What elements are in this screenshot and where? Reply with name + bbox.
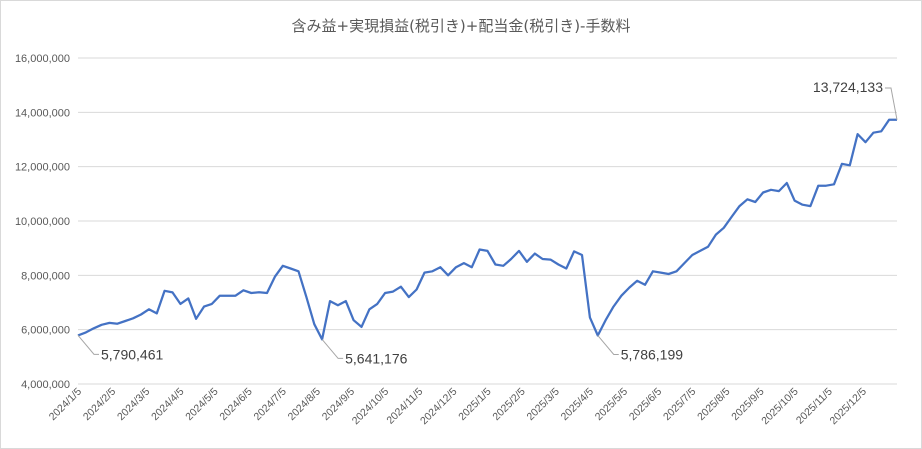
x-tick-label: 2024/10/5	[350, 386, 392, 428]
x-tick-label: 2025/2/5	[490, 386, 527, 423]
series-layer	[77, 118, 897, 341]
x-tick-label: 2024/2/5	[81, 386, 118, 423]
x-axis-ticks: 2024/1/52024/2/52024/3/52024/4/52024/5/5…	[47, 386, 869, 428]
y-tick-label: 14,000,000	[15, 107, 70, 119]
x-tick-label: 2025/12/5	[827, 386, 869, 428]
annotation-label: 13,724,133	[813, 79, 883, 95]
annotation-label: 5,786,199	[621, 346, 683, 362]
x-tick-label: 2025/1/5	[456, 386, 493, 423]
x-tick-label: 2024/3/5	[115, 386, 152, 423]
y-tick-label: 12,000,000	[15, 162, 70, 174]
x-tick-label: 2024/12/5	[418, 386, 460, 428]
x-tick-label: 2025/8/5	[695, 386, 732, 423]
annotation-leader	[321, 339, 344, 359]
series-line	[77, 118, 897, 341]
chart-title: 含み益+実現損益(税引き)+配当金(税引き)-手数料	[292, 17, 631, 35]
y-tick-label: 16,000,000	[15, 53, 70, 65]
annotation-label: 5,641,176	[345, 350, 407, 366]
x-tick-label: 2025/5/5	[593, 386, 630, 423]
y-tick-label: 4,000,000	[21, 379, 70, 391]
x-tick-label: 2024/5/5	[183, 386, 220, 423]
annotation-leader	[77, 335, 99, 355]
x-tick-label: 2024/8/5	[286, 386, 323, 423]
annotation-label: 5,790,461	[101, 346, 163, 362]
y-tick-label: 10,000,000	[15, 216, 70, 228]
annotation-leader	[597, 335, 619, 355]
x-tick-label: 2025/4/5	[559, 386, 596, 423]
y-tick-label: 6,000,000	[21, 325, 70, 337]
x-tick-label: 2024/7/5	[251, 386, 288, 423]
x-tick-label: 2025/10/5	[759, 386, 801, 428]
x-tick-label: 2024/6/5	[217, 386, 254, 423]
x-tick-label: 2025/6/5	[627, 386, 664, 423]
gridlines	[78, 57, 897, 385]
annotations: 5,790,461 5,641,176 5,786,199 13,724,133	[77, 79, 898, 366]
y-tick-label: 8,000,000	[21, 270, 70, 282]
annotation-leader	[885, 87, 898, 120]
y-axis-ticks: 4,000,000 6,000,000 8,000,000 10,000,000 12,…	[15, 53, 70, 391]
x-tick-label: 2024/1/5	[47, 386, 84, 423]
x-tick-label: 2025/7/5	[661, 386, 698, 423]
x-tick-label: 2024/4/5	[149, 386, 186, 423]
x-tick-label: 2025/3/5	[524, 386, 561, 423]
